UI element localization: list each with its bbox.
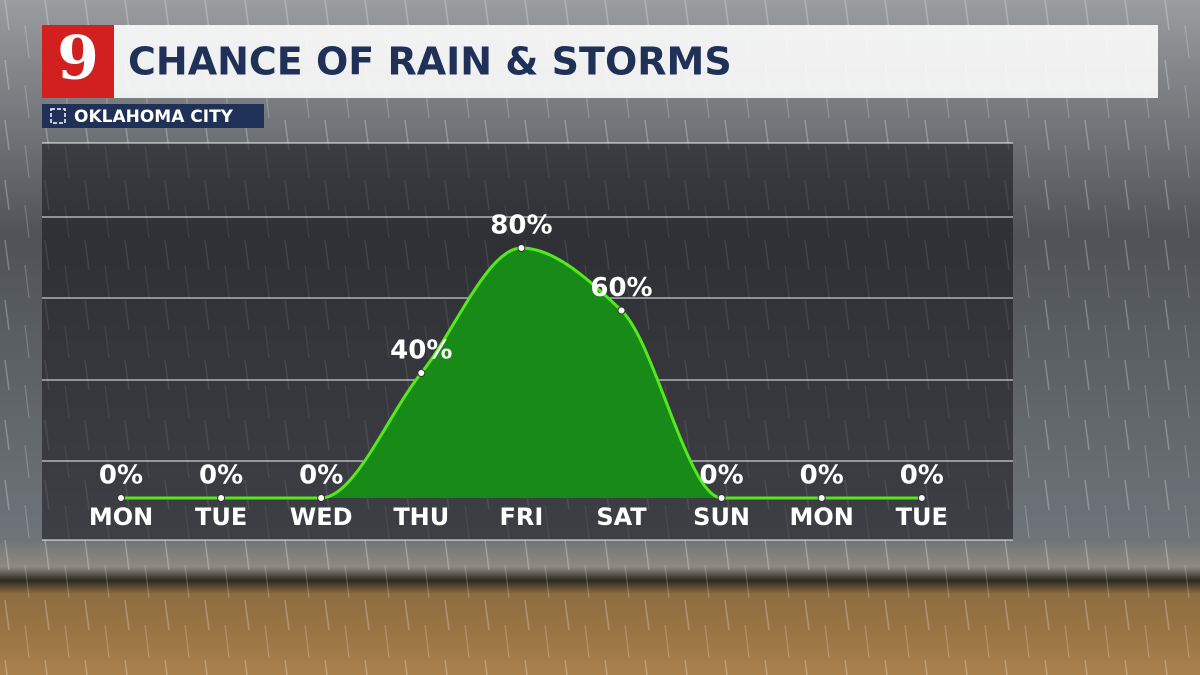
value-label: 60% — [590, 273, 652, 303]
point — [517, 244, 526, 252]
point — [817, 494, 826, 502]
title-bar — [42, 25, 1158, 98]
subtitle: OKLAHOMA CITY — [74, 107, 234, 127]
x-tick-label: TUE — [896, 503, 948, 531]
point — [117, 494, 125, 502]
subtitle-bar — [42, 104, 264, 128]
logo-box — [42, 25, 114, 98]
point — [617, 306, 626, 315]
logo: 9 — [57, 24, 99, 94]
point — [317, 494, 326, 502]
x-tick-label: SUN — [693, 503, 750, 531]
x-tick-label: WED — [290, 503, 353, 531]
chart-title: CHANCE OF RAIN & STORMS — [128, 40, 732, 84]
point — [217, 494, 226, 502]
location-icon — [50, 108, 66, 124]
value-label: 40% — [390, 336, 452, 366]
point — [717, 494, 726, 502]
x-tick-label: MON — [790, 503, 854, 531]
value-label: 0% — [99, 461, 143, 491]
x-tick-label: MON — [89, 503, 153, 531]
value-label: 0% — [700, 461, 744, 491]
value-label: 80% — [490, 211, 552, 241]
point — [417, 369, 426, 377]
x-tick-label: TUE — [195, 503, 247, 531]
value-label: 0% — [900, 461, 944, 491]
x-tick-label: SAT — [596, 503, 647, 531]
point — [917, 494, 926, 502]
x-tick-label: FRI — [499, 503, 543, 531]
area — [121, 248, 922, 498]
x-tick-label: THU — [393, 503, 449, 531]
value-label: 0% — [199, 461, 243, 491]
value-label: 0% — [299, 461, 343, 491]
value-label: 0% — [800, 461, 844, 491]
